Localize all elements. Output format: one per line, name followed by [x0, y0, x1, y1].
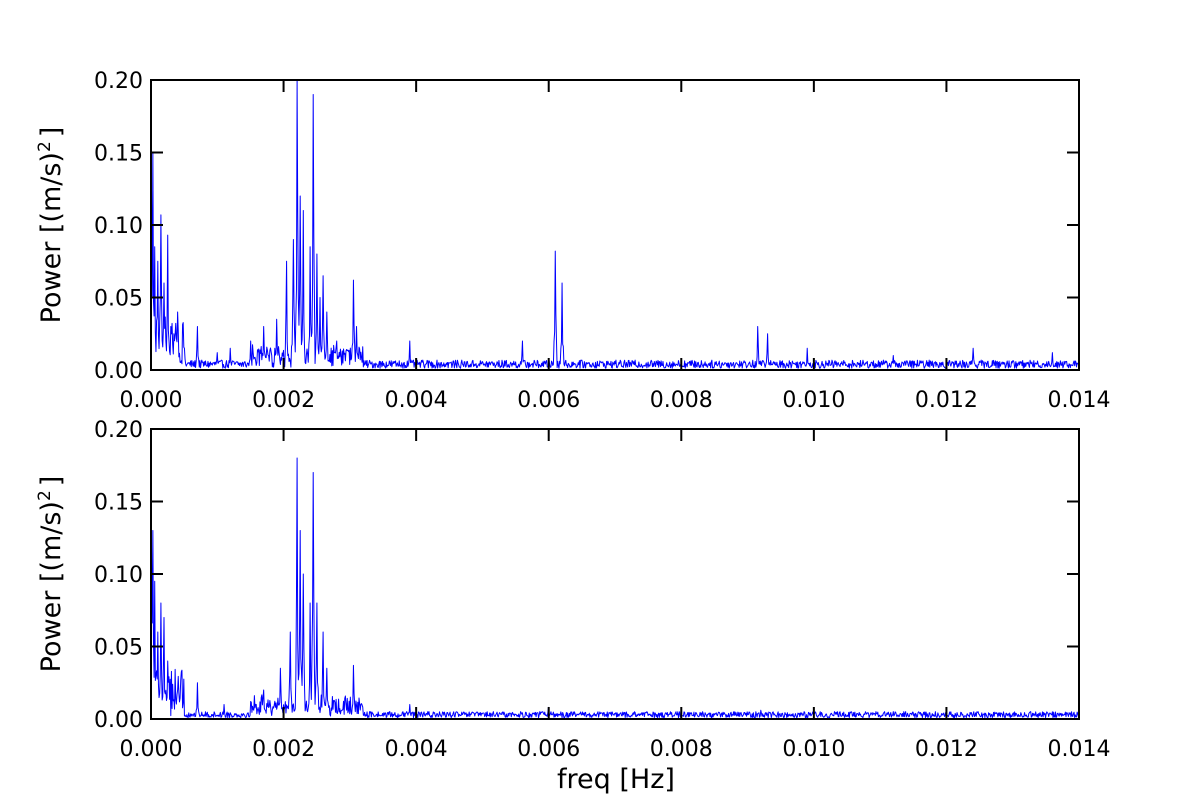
top-y-tick-label: 0.15: [94, 142, 143, 167]
bottom-y-tick-label: 0.15: [94, 491, 143, 516]
top-x-tick-label: 0.014: [1048, 388, 1111, 413]
top-y-tick-label: 0.00: [94, 359, 143, 384]
bottom-y-axis-label: Power [(m/s)2]: [35, 476, 67, 673]
bottom-x-tick-label: 0.012: [915, 737, 978, 762]
bottom-y-tick-label: 0.00: [94, 708, 143, 733]
x-axis-label: freq [Hz]: [557, 764, 675, 795]
top-x-tick-label: 0.000: [120, 388, 183, 413]
bottom-x-tick-label: 0.002: [252, 737, 315, 762]
bottom-x-tick-label: 0.000: [120, 737, 183, 762]
bottom-y-tick-label: 0.20: [94, 418, 143, 443]
top-spectrum-panel: Power [(m/s)2] 0.000 0.002 0.004 0.006 0.008…: [35, 69, 1110, 413]
top-x-tick-label: 0.010: [782, 388, 845, 413]
bottom-power-spectrum-line: [150, 428, 1080, 719]
bottom-x-tick-label: 0.004: [385, 737, 448, 762]
top-plot-frame: [150, 79, 1080, 371]
top-y-tick-label: 0.20: [94, 69, 143, 94]
top-x-tick-label: 0.012: [915, 388, 978, 413]
top-y-tick-label: 0.10: [94, 214, 143, 239]
bottom-x-tick-label: 0.008: [650, 737, 713, 762]
top-x-tick-label: 0.006: [517, 388, 580, 413]
top-y-axis-label: Power [(m/s)2]: [35, 127, 67, 324]
top-power-spectrum-line: [150, 79, 1080, 369]
bottom-x-tick-label: 0.014: [1048, 737, 1111, 762]
bottom-y-tick-label: 0.05: [94, 636, 143, 661]
bottom-spectrum-panel: Power [(m/s)2] freq [Hz] 0.000 0.002 0.004…: [35, 418, 1110, 795]
bottom-plot-frame: [150, 428, 1080, 720]
bottom-x-tick-label: 0.006: [517, 737, 580, 762]
top-x-tick-label: 0.002: [252, 388, 315, 413]
top-x-tick-label: 0.008: [650, 388, 713, 413]
bottom-y-tick-label: 0.10: [94, 563, 143, 588]
bottom-x-tick-label: 0.010: [782, 737, 845, 762]
top-y-tick-label: 0.05: [94, 287, 143, 312]
top-x-tick-label: 0.004: [385, 388, 448, 413]
